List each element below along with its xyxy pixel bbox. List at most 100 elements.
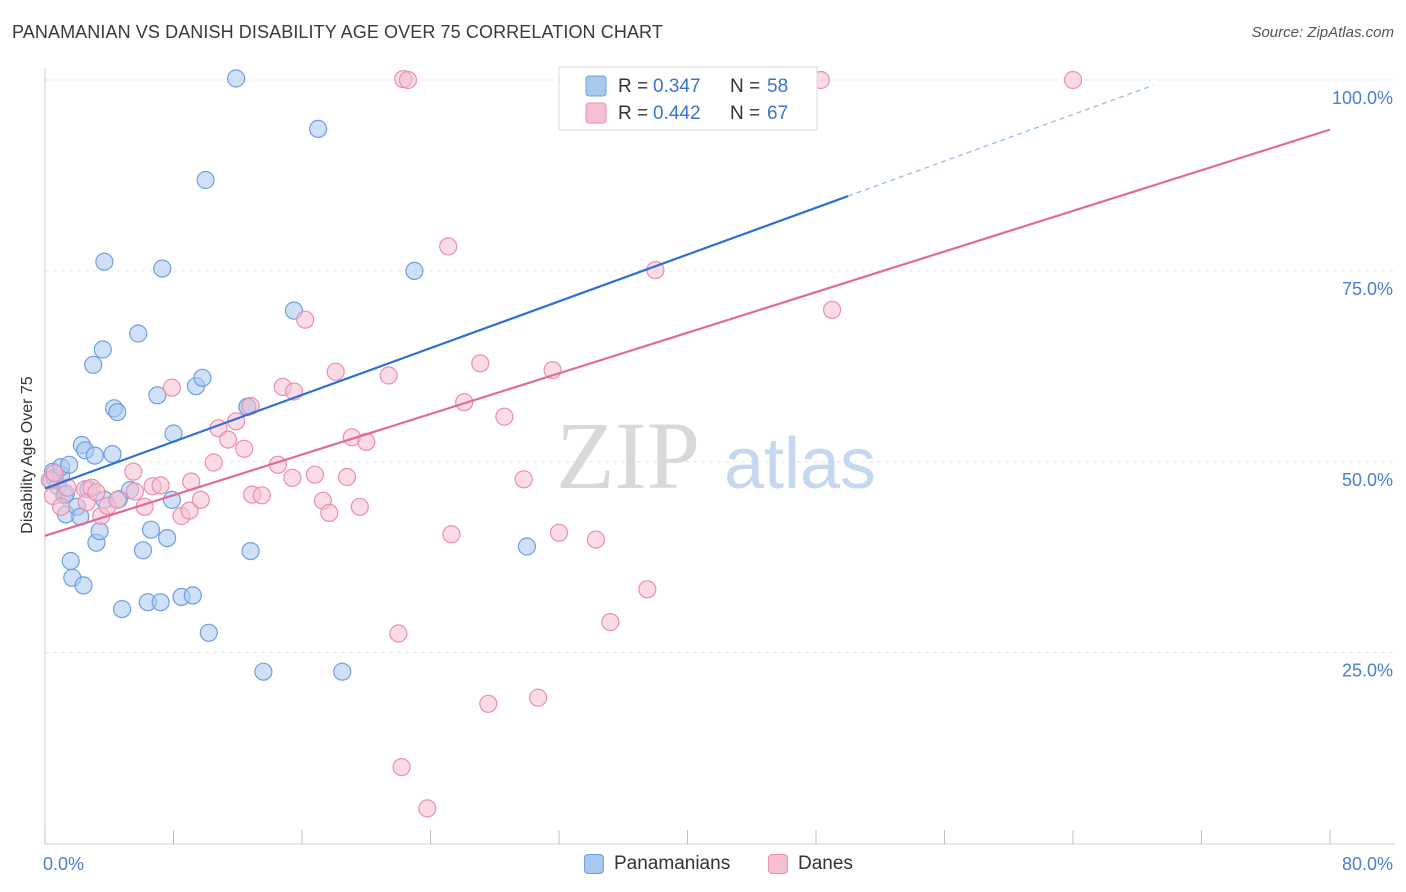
data-point-panamanians xyxy=(153,259,172,278)
data-point-panamanians xyxy=(85,446,104,465)
legend-n-value-danes: 67 xyxy=(767,103,788,124)
data-point-danes xyxy=(51,497,71,516)
data-point-danes xyxy=(108,490,127,509)
x-tick-label: 0.0% xyxy=(43,854,84,874)
data-point-danes xyxy=(418,799,437,818)
data-point-danes xyxy=(549,523,569,542)
y-tick-label: 50.0% xyxy=(1342,470,1393,490)
legend-n-label-1: N = xyxy=(730,76,760,97)
watermark-atlas: atlas xyxy=(724,424,876,504)
data-point-danes xyxy=(235,439,254,458)
data-point-danes xyxy=(398,70,418,90)
tick-labels: 25.0% 50.0% 75.0% 100.0% 0.0% 80.0% xyxy=(43,88,1393,874)
bottom-legend-label-panamanians: Panamanians xyxy=(614,853,731,874)
data-point-danes xyxy=(337,467,357,487)
data-point-danes xyxy=(442,525,461,544)
data-point-danes xyxy=(326,362,345,381)
data-point-panamanians xyxy=(129,324,148,343)
data-point-panamanians xyxy=(158,528,177,548)
legend-r-value-panamanians: 0.347 xyxy=(653,76,701,97)
data-point-danes xyxy=(162,378,181,397)
data-point-panamanians xyxy=(254,662,273,681)
data-point-panamanians xyxy=(309,119,328,138)
data-point-danes xyxy=(392,757,411,777)
data-point-panamanians xyxy=(84,355,103,374)
legend-r-value-danes: 0.442 xyxy=(653,103,701,124)
data-point-panamanians xyxy=(405,261,424,280)
axes xyxy=(44,68,1395,845)
data-point-danes xyxy=(528,688,548,707)
data-point-panamanians xyxy=(241,541,260,561)
data-point-danes xyxy=(296,310,315,329)
data-point-panamanians xyxy=(141,520,161,539)
trend-lines xyxy=(44,84,1331,537)
data-point-danes xyxy=(191,490,210,509)
data-point-panamanians xyxy=(103,445,122,464)
data-point-panamanians xyxy=(93,340,112,359)
data-point-danes xyxy=(350,497,369,516)
bottom-legend-label-danes: Danes xyxy=(798,853,853,874)
data-point-danes xyxy=(180,501,199,520)
data-point-danes xyxy=(389,624,408,643)
data-point-danes xyxy=(601,612,620,632)
data-point-panamanians xyxy=(59,455,79,474)
legend-n-value-panamanians: 58 xyxy=(767,76,788,97)
chart-title: PANAMANIAN VS DANISH DISABILITY AGE OVER… xyxy=(12,22,663,42)
y-tick-label: 75.0% xyxy=(1342,279,1393,299)
data-point-danes xyxy=(151,476,170,495)
data-point-danes xyxy=(495,407,514,426)
bottom-legend-item-danes: Danes xyxy=(768,853,853,875)
data-point-danes xyxy=(45,464,64,483)
data-point-danes xyxy=(320,503,339,523)
data-point-panamanians xyxy=(183,586,202,605)
data-point-panamanians xyxy=(108,403,127,422)
data-point-panamanians xyxy=(74,576,93,595)
y-tick-label: 25.0% xyxy=(1342,661,1393,681)
data-point-panamanians xyxy=(133,541,153,560)
data-point-danes xyxy=(471,354,490,373)
data-point-danes xyxy=(514,470,533,489)
data-point-danes xyxy=(204,453,223,472)
legend-r-label-1: R = xyxy=(618,76,648,97)
data-point-danes xyxy=(586,530,606,549)
trend-line-panamanians xyxy=(44,195,849,490)
y-axis-label: Disability Age Over 75 xyxy=(19,376,36,534)
legend-n-label-2: N = xyxy=(730,103,760,124)
data-point-panamanians xyxy=(193,368,212,387)
data-point-danes xyxy=(479,694,498,713)
data-point-danes xyxy=(124,462,143,481)
data-point-panamanians xyxy=(227,69,246,88)
data-points xyxy=(40,68,1083,818)
bottom-legend-swatch-panamanians xyxy=(584,854,604,874)
data-point-panamanians xyxy=(333,662,352,681)
data-point-danes xyxy=(305,465,324,484)
data-point-danes xyxy=(125,482,144,501)
data-point-panamanians xyxy=(199,623,218,642)
data-point-panamanians xyxy=(95,252,114,271)
data-point-danes xyxy=(439,237,458,256)
data-point-panamanians xyxy=(112,599,132,619)
legend-box: R = 0.347 N = 58 R = 0.442 N = 67 xyxy=(558,66,818,131)
data-point-danes xyxy=(283,468,302,487)
data-point-panamanians xyxy=(148,386,167,405)
legend-swatch-panamanians xyxy=(585,75,607,97)
data-point-danes xyxy=(1063,70,1083,90)
data-point-panamanians xyxy=(90,522,109,541)
data-point-panamanians xyxy=(196,170,215,190)
trend-line-danes xyxy=(44,128,1331,537)
data-point-panamanians xyxy=(517,537,537,556)
data-point-danes xyxy=(87,483,106,502)
data-point-danes xyxy=(822,300,842,319)
legend-r-label-2: R = xyxy=(618,103,648,124)
legend-swatch-danes xyxy=(585,102,607,124)
data-point-danes xyxy=(252,486,271,505)
source-credit: Source: ZipAtlas.com xyxy=(1251,24,1394,41)
data-point-panamanians xyxy=(61,551,80,571)
bottom-legend: Panamanians Danes xyxy=(0,850,1406,880)
data-point-danes xyxy=(379,366,398,385)
bottom-legend-swatch-danes xyxy=(768,854,788,874)
bottom-legend-item-panamanians: Panamanians xyxy=(584,853,730,875)
y-tick-label: 100.0% xyxy=(1332,88,1393,108)
x-tick-label: 80.0% xyxy=(1342,854,1393,874)
